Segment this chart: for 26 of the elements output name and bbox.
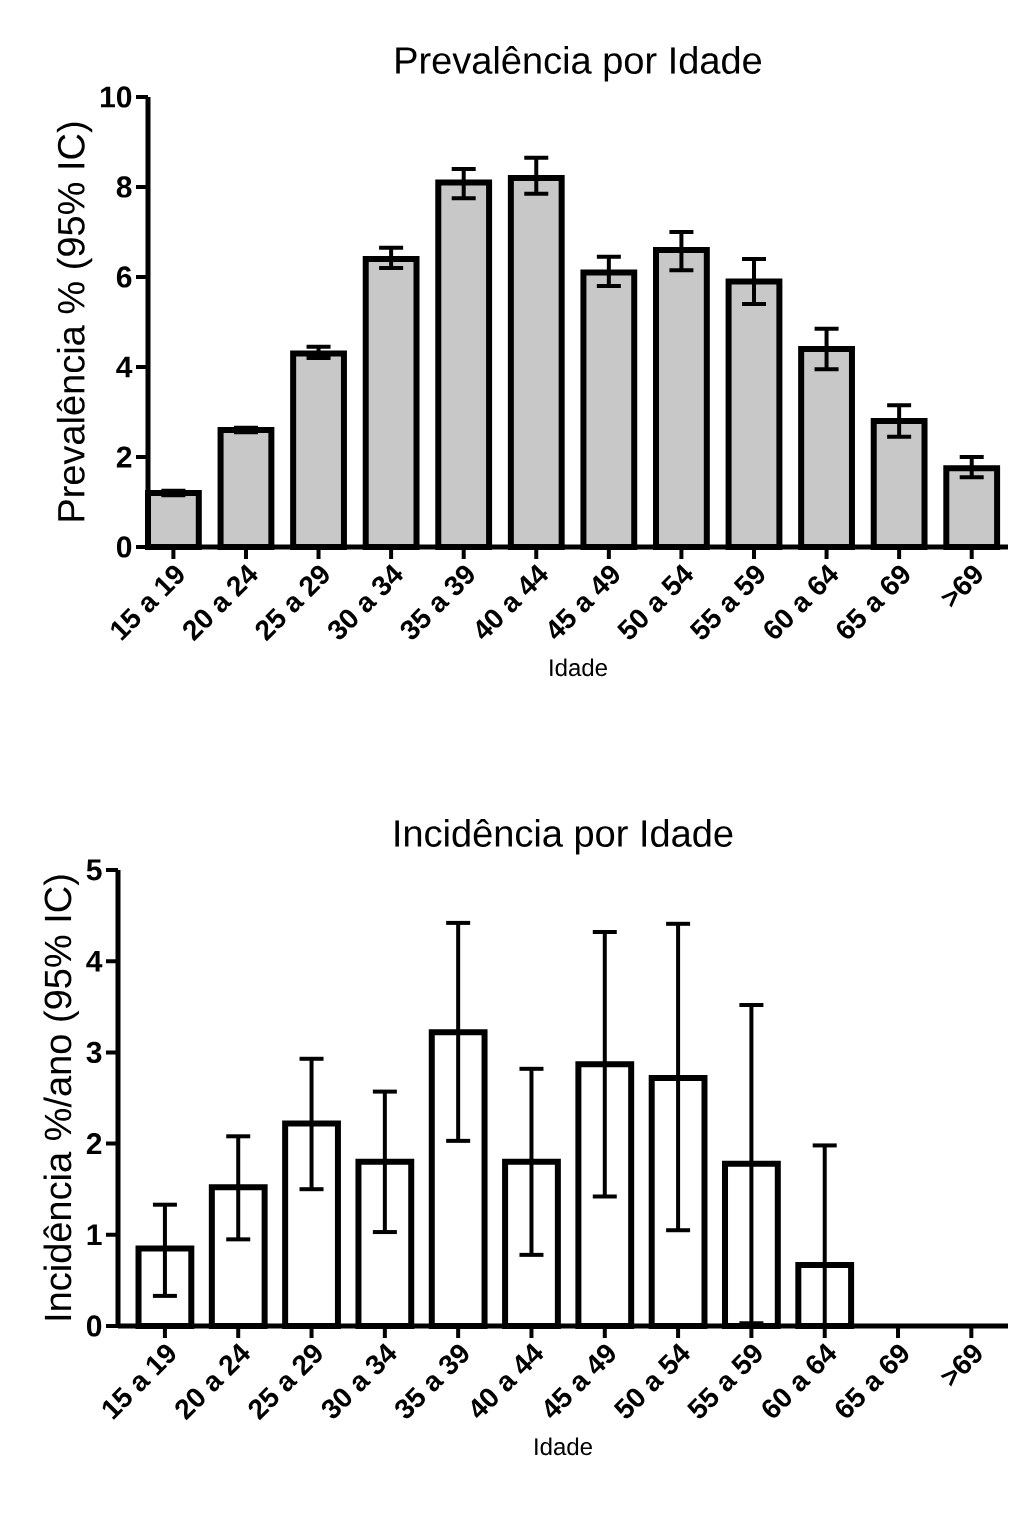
y-axis-title: Prevalência % (95% IC): [56, 122, 93, 521]
y-tick-label: 0: [86, 1315, 102, 1337]
y-axis-title: Incidência %/ano (95% IC): [43, 875, 79, 1320]
x-tick-label: 45 a 49: [544, 1344, 615, 1418]
y-tick-label: 5: [86, 859, 102, 881]
y-tick-label: 4: [86, 950, 103, 972]
x-tick-label: 15 a 19: [102, 1344, 176, 1420]
x-tick-label: >69: [940, 565, 982, 608]
x-tick-label: >69: [940, 1344, 982, 1387]
chart-title: Incidência por Idade: [395, 818, 733, 855]
y-tick-label: 1: [87, 1224, 102, 1246]
y-tick-label: 6: [116, 266, 132, 288]
x-tick-label: 65 a 69: [835, 1344, 909, 1418]
x-axis-title: Idade: [535, 1437, 592, 1456]
y-tick-label: 3: [86, 1041, 102, 1064]
chart-title: Prevalência por Idade: [396, 45, 762, 82]
y-tick-label: 2: [86, 1133, 102, 1155]
y-tick-label: 10: [100, 86, 132, 108]
y-tick-label: 4: [116, 356, 133, 378]
x-tick-label: 40 a 44: [476, 564, 549, 639]
x-tick-label: 40 a 44: [471, 1343, 544, 1418]
y-tick-label: 0: [116, 536, 132, 558]
y-tick-label: 8: [116, 176, 132, 198]
y-tick-label: 2: [116, 446, 132, 468]
x-tick-label: 15 a 19: [111, 565, 184, 641]
x-axis-title: Idade: [550, 658, 607, 677]
